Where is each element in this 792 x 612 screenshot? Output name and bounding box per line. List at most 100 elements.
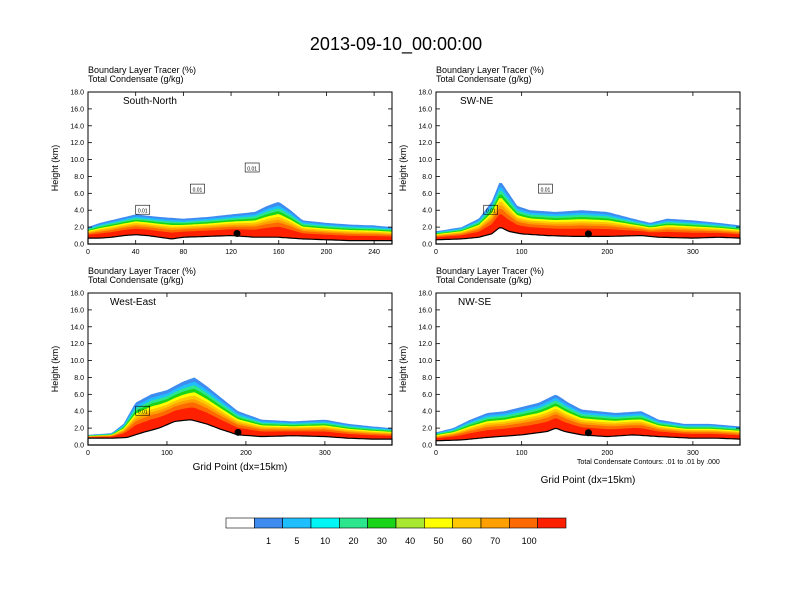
colorbar-label: 100 <box>522 536 537 546</box>
panel-header-line2: Total Condensate (g/kg) <box>436 74 532 84</box>
colorbar-label: 60 <box>462 536 472 546</box>
x-tick-label: 160 <box>273 249 285 256</box>
x-tick-label: 200 <box>601 450 613 457</box>
y-tick-label: 12.0 <box>70 341 84 348</box>
x-axis-label: Grid Point (dx=15km) <box>541 475 636 486</box>
y-tick-label: 10.0 <box>418 358 432 365</box>
contour-label: 0.01 <box>135 204 151 215</box>
y-tick-label: 8.0 <box>74 375 84 382</box>
y-tick-label: 4.0 <box>74 208 84 215</box>
terrain <box>435 227 741 245</box>
panel-header-line1: Boundary Layer Tracer (%) <box>88 65 196 75</box>
svg-text:0.01: 0.01 <box>247 167 257 173</box>
colorbar-swatch <box>225 517 255 529</box>
colorbar-swatch <box>480 517 510 529</box>
y-tick-label: 2.0 <box>422 426 432 433</box>
y-tick-label: 16.0 <box>418 106 432 113</box>
tracer-band-6 <box>88 399 392 440</box>
colorbar-swatch <box>310 517 340 529</box>
panel-name: SW-NE <box>460 96 493 107</box>
colorbar-label: 10 <box>320 536 330 546</box>
location-marker <box>233 229 241 237</box>
y-tick-label: 2.0 <box>74 225 84 232</box>
y-tick-label: 0.0 <box>422 242 432 249</box>
plot-frame <box>87 292 393 446</box>
x-tick-label: 80 <box>179 249 187 256</box>
colorbar-swatch <box>424 517 453 529</box>
y-axis-label: Height (km) <box>50 346 60 393</box>
panel-nw-se: Boundary Layer Tracer (%)Total Condensat… <box>398 266 741 486</box>
x-tick-label: 0 <box>86 450 90 457</box>
y-tick-label: 14.0 <box>70 123 84 130</box>
y-tick-label: 10.0 <box>70 157 84 164</box>
y-axis-label: Height (km) <box>398 145 408 192</box>
y-tick-label: 18.0 <box>70 291 84 298</box>
y-tick-label: 8.0 <box>422 174 432 181</box>
colorbar-swatch <box>452 517 482 529</box>
svg-text:0.01: 0.01 <box>193 188 203 194</box>
x-tick-label: 40 <box>132 249 140 256</box>
y-tick-label: 6.0 <box>422 191 432 198</box>
colorbar-label: 70 <box>490 536 500 546</box>
x-tick-label: 300 <box>687 450 699 457</box>
x-tick-label: 0 <box>86 249 90 256</box>
x-tick-label: 300 <box>687 249 699 256</box>
panel-south-north: Boundary Layer Tracer (%)Total Condensat… <box>50 65 393 256</box>
svg-text:0.01: 0.01 <box>541 188 551 194</box>
colorbar-swatch <box>339 517 368 529</box>
y-axis-label: Height (km) <box>398 346 408 393</box>
svg-text:0.01: 0.01 <box>486 209 496 215</box>
y-tick-label: 4.0 <box>422 208 432 215</box>
y-tick-label: 14.0 <box>418 324 432 331</box>
tracer-band-8 <box>436 214 740 240</box>
panels: Boundary Layer Tracer (%)Total Condensat… <box>50 65 741 486</box>
y-tick-label: 14.0 <box>418 123 432 130</box>
x-tick-label: 200 <box>240 450 252 457</box>
panel-header-line2: Total Condensate (g/kg) <box>88 74 184 84</box>
x-axis-label: Grid Point (dx=15km) <box>193 462 288 473</box>
y-tick-label: 10.0 <box>418 157 432 164</box>
colorbar-swatch <box>395 517 425 529</box>
colorbar-label: 30 <box>377 536 387 546</box>
contour-label: 0.01 <box>190 183 205 194</box>
panel-name: South-North <box>123 96 177 107</box>
y-tick-label: 12.0 <box>70 140 84 147</box>
colorbar: 1 5 10 20 30 40 50 60 70 100 <box>225 517 567 546</box>
y-tick-label: 4.0 <box>422 409 432 416</box>
y-tick-label: 8.0 <box>74 174 84 181</box>
colorbar-swatch <box>282 517 312 529</box>
terrain <box>87 419 393 446</box>
colorbar-label: 50 <box>433 536 443 546</box>
colorbar-swatch <box>509 517 538 529</box>
colorbar-label: 40 <box>405 536 415 546</box>
y-tick-label: 0.0 <box>74 242 84 249</box>
y-tick-label: 16.0 <box>70 307 84 314</box>
y-tick-label: 4.0 <box>74 409 84 416</box>
terrain <box>87 234 393 245</box>
y-tick-label: 0.0 <box>422 443 432 450</box>
y-tick-label: 2.0 <box>422 225 432 232</box>
panel-header-line2: Total Condensate (g/kg) <box>436 275 532 285</box>
y-tick-label: 12.0 <box>418 341 432 348</box>
contour-label: 0.01 <box>244 162 260 173</box>
x-tick-label: 100 <box>516 249 528 256</box>
y-tick-label: 0.0 <box>74 443 84 450</box>
y-tick-label: 18.0 <box>418 90 432 97</box>
x-tick-label: 0 <box>434 450 438 457</box>
x-tick-label: 200 <box>321 249 333 256</box>
contour-label: 0.01 <box>483 204 499 215</box>
y-tick-label: 12.0 <box>418 140 432 147</box>
panel-name: NW-SE <box>458 297 491 308</box>
location-marker <box>584 230 592 238</box>
tracer-band-7 <box>88 402 392 440</box>
figure-title: 2013-09-10_00:00:00 <box>310 34 482 55</box>
panel-header-line1: Boundary Layer Tracer (%) <box>88 266 196 276</box>
svg-text:0.01: 0.01 <box>138 410 148 416</box>
panel-header-line1: Boundary Layer Tracer (%) <box>436 266 544 276</box>
plot-frame <box>435 292 741 446</box>
location-marker <box>584 429 592 437</box>
x-tick-label: 200 <box>601 249 613 256</box>
y-axis-label: Height (km) <box>50 145 60 192</box>
y-tick-label: 6.0 <box>74 191 84 198</box>
